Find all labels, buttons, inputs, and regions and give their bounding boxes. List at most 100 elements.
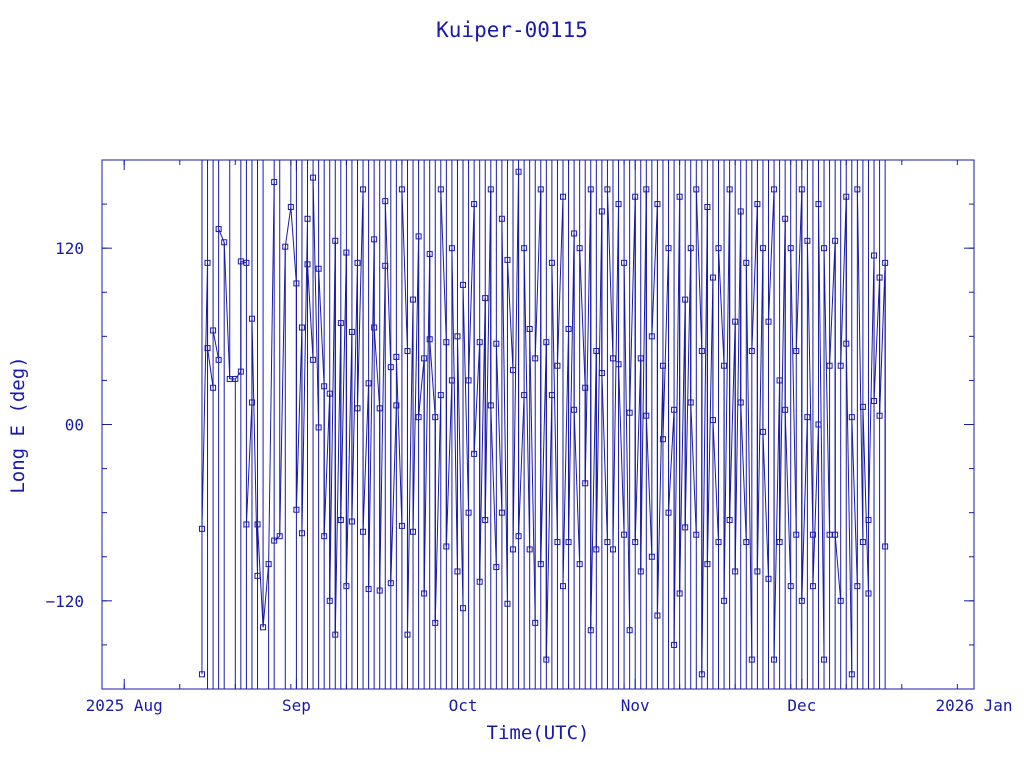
series-line-segment xyxy=(512,171,520,550)
series-line-segment xyxy=(790,248,797,535)
series-line-segment xyxy=(401,189,408,352)
data-point-marker xyxy=(326,597,333,604)
series-line-segment xyxy=(629,196,636,413)
data-point-marker xyxy=(371,236,378,243)
data-point-marker xyxy=(248,315,255,322)
data-point-marker xyxy=(504,256,511,263)
data-point-marker xyxy=(665,509,672,516)
x-tick-label: Sep xyxy=(282,696,311,715)
series-line-segment xyxy=(368,239,375,590)
data-point-marker xyxy=(198,525,205,532)
data-point-marker xyxy=(704,561,711,568)
data-point-marker xyxy=(437,392,444,399)
data-point-marker xyxy=(821,656,828,663)
data-point-marker xyxy=(859,403,866,410)
series-line-segment xyxy=(684,248,692,528)
data-point-marker xyxy=(298,530,305,537)
series-line-segment xyxy=(723,189,731,601)
data-point-marker xyxy=(354,259,361,266)
data-point-marker xyxy=(754,568,761,575)
series-line-segment xyxy=(601,373,608,543)
data-point-marker xyxy=(804,237,811,244)
data-point-marker xyxy=(487,186,494,193)
data-point-marker xyxy=(798,597,805,604)
data-point-marker xyxy=(882,259,889,266)
data-point-marker xyxy=(448,377,455,384)
data-point-marker xyxy=(665,245,672,252)
data-point-marker xyxy=(843,193,850,200)
data-point-marker xyxy=(365,586,372,593)
series-line-segment xyxy=(234,371,242,380)
data-point-marker xyxy=(454,333,461,340)
data-point-marker xyxy=(237,258,244,265)
series-line-segment xyxy=(473,342,481,454)
data-point-marker xyxy=(548,259,555,266)
data-point-marker xyxy=(643,186,650,193)
series-line-segment xyxy=(829,240,836,366)
data-point-marker xyxy=(648,333,655,340)
data-point-marker xyxy=(454,568,461,575)
series-line-segment xyxy=(362,383,370,532)
data-point-marker xyxy=(643,412,650,419)
series-line-segment xyxy=(618,364,625,535)
series-line-segment xyxy=(445,380,453,547)
data-point-marker xyxy=(554,362,561,369)
data-point-marker xyxy=(387,580,394,587)
series-line-segment xyxy=(773,380,781,660)
data-point-marker xyxy=(415,414,422,421)
data-point-marker xyxy=(376,587,383,594)
data-point-marker xyxy=(215,226,222,233)
data-point-marker xyxy=(715,539,722,546)
data-point-marker xyxy=(404,348,411,355)
data-point-marker xyxy=(432,619,439,626)
series-line-segment xyxy=(812,424,819,587)
data-point-marker xyxy=(537,561,544,568)
series-line-segment xyxy=(434,395,442,623)
series-line-segment xyxy=(823,248,831,535)
series-line-segment xyxy=(312,177,320,428)
series-line-segment xyxy=(295,327,303,510)
data-point-marker xyxy=(559,583,566,590)
data-point-marker xyxy=(726,186,733,193)
data-point-marker xyxy=(587,186,594,193)
series-line-segment xyxy=(673,196,681,645)
y-tick-label: −120 xyxy=(45,592,84,611)
data-point-marker xyxy=(498,509,505,516)
data-point-marker xyxy=(815,201,822,208)
data-point-marker xyxy=(337,320,344,327)
data-point-marker xyxy=(415,233,422,240)
series-line-segment xyxy=(201,262,209,529)
series-line-segment xyxy=(568,233,575,543)
data-point-marker xyxy=(582,480,589,487)
data-point-marker xyxy=(793,531,800,538)
data-point-marker xyxy=(826,531,833,538)
data-point-marker xyxy=(221,239,228,246)
data-point-marker xyxy=(482,517,489,524)
data-point-marker xyxy=(759,428,766,435)
data-point-marker xyxy=(343,583,350,590)
data-point-marker xyxy=(498,215,505,222)
series-line-segment xyxy=(840,196,847,366)
series-line-segment xyxy=(268,182,275,565)
data-point-marker xyxy=(848,671,855,678)
data-point-marker xyxy=(809,531,816,538)
data-point-marker xyxy=(232,375,239,382)
series-line-segment xyxy=(345,331,353,587)
series-line-segment xyxy=(468,204,475,381)
data-point-marker xyxy=(204,259,211,266)
data-point-marker xyxy=(754,201,761,208)
data-point-marker xyxy=(654,612,661,619)
series-line-segment xyxy=(651,204,658,337)
series-line-segment xyxy=(323,393,331,537)
data-point-marker xyxy=(804,414,811,421)
series-line-segment xyxy=(806,240,814,535)
data-point-marker xyxy=(337,517,344,524)
data-point-marker xyxy=(832,237,839,244)
data-point-marker xyxy=(632,193,639,200)
data-point-marker xyxy=(426,336,433,343)
series-line-segment xyxy=(551,262,558,543)
series-line-segment xyxy=(262,564,270,628)
series-line-segment xyxy=(801,417,808,601)
series-line-segment xyxy=(856,189,864,543)
data-point-marker xyxy=(571,406,578,413)
